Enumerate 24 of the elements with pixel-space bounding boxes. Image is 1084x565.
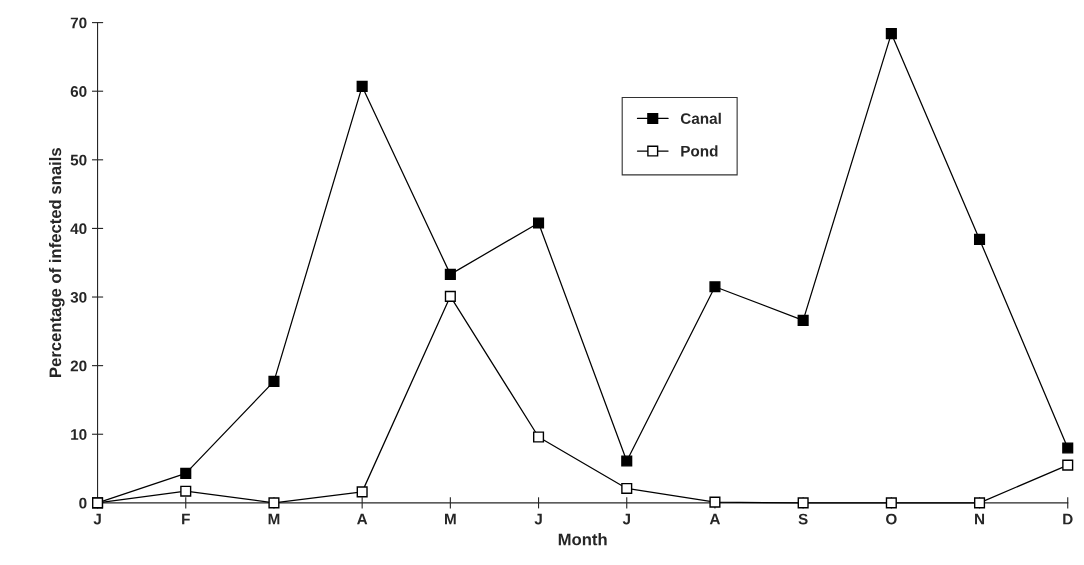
x-tick-label: N	[975, 513, 985, 525]
x-tick-label: A	[357, 513, 368, 525]
x-tick-label: S	[798, 513, 808, 525]
x-tick-label: M	[445, 513, 456, 525]
y-tick-label: 50	[70, 154, 87, 166]
y-axis-title: Percentage of infected snails	[48, 148, 65, 377]
x-tick-label: J	[622, 513, 630, 525]
x-tick-label: M	[268, 513, 280, 525]
x-axis-title: Month	[558, 533, 607, 546]
y-tick-label: 60	[70, 86, 87, 97]
x-tick-label: J	[534, 513, 542, 525]
y-tick-label: 10	[71, 429, 87, 440]
y-tick-label: 30	[70, 291, 87, 303]
y-tick-label: 20	[70, 360, 87, 372]
y-tick-label: 0	[79, 497, 87, 509]
y-tick-label: 70	[70, 17, 87, 29]
legend-label: Canal	[680, 112, 721, 124]
x-tick-label: J	[93, 513, 101, 525]
legend-label: Pond	[681, 145, 718, 157]
y-tick-label: 40	[70, 223, 87, 235]
x-tick-label: F	[182, 513, 190, 525]
x-tick-label: O	[886, 513, 897, 525]
x-tick-label: D	[1063, 513, 1073, 525]
x-tick-label: A	[709, 513, 721, 525]
